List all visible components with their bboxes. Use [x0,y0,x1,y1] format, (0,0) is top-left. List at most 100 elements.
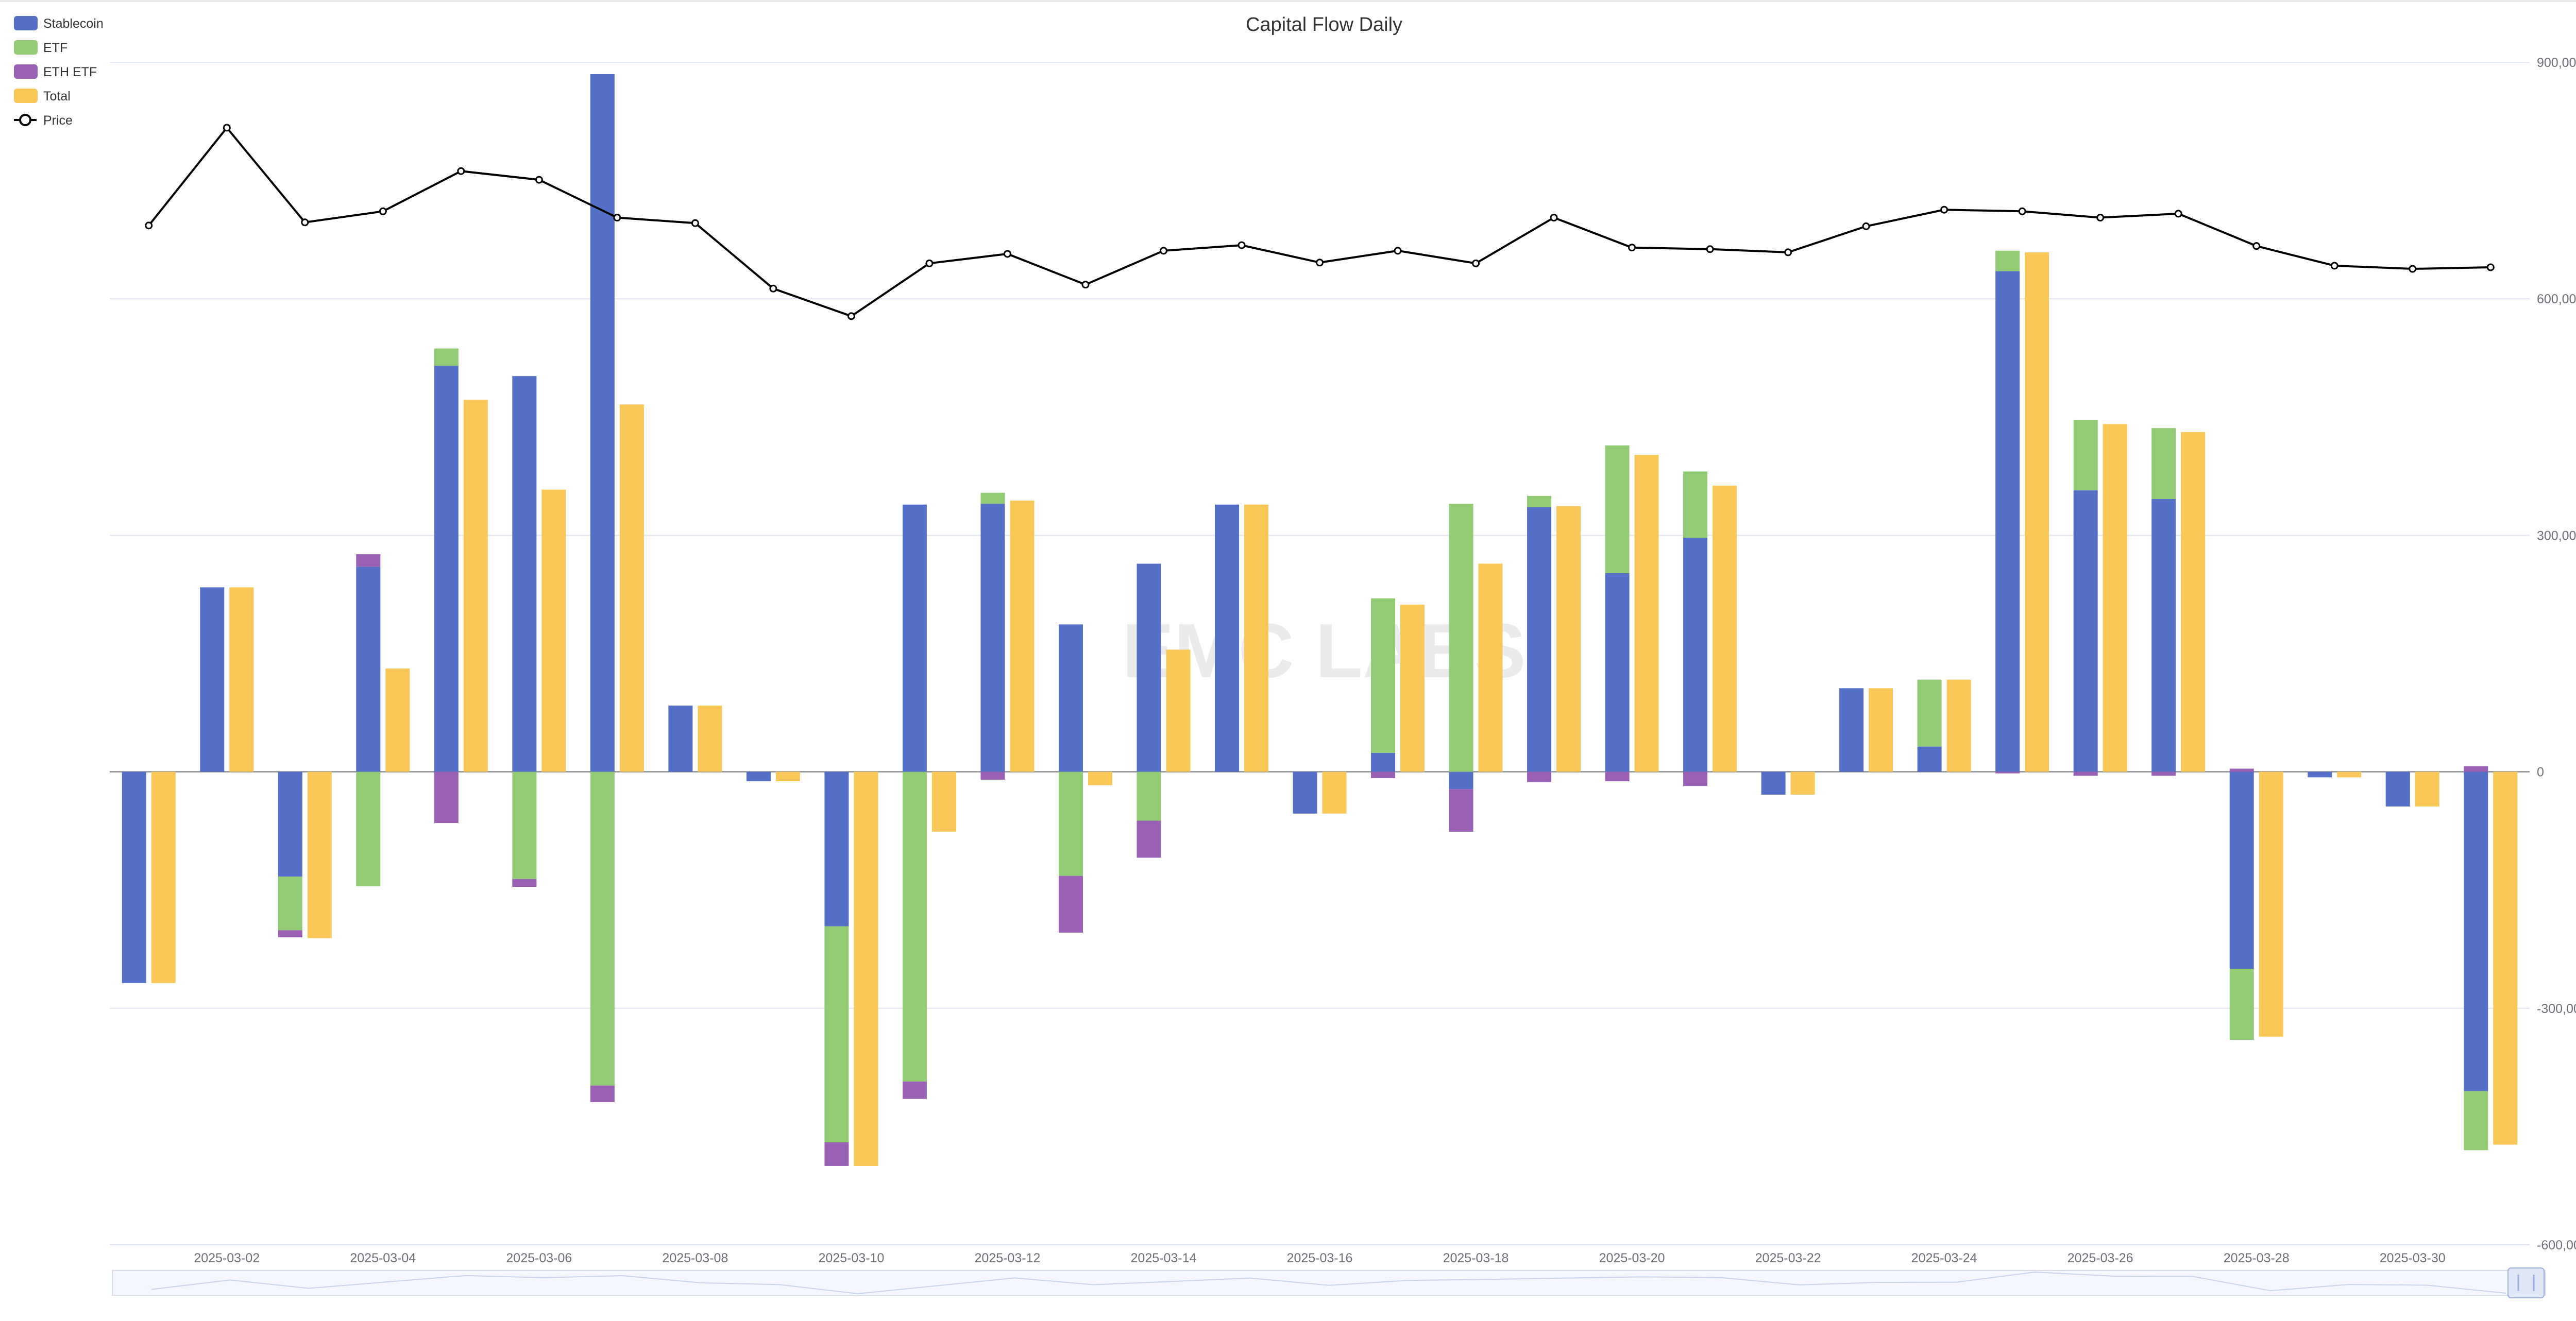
bar-total[interactable] [1166,649,1191,772]
price-point[interactable] [847,312,855,320]
bar-stablecoin[interactable] [2151,499,2176,772]
bar-stablecoin[interactable] [1449,771,1473,790]
bar-etf[interactable] [2464,1091,2488,1151]
bar-etf[interactable] [1605,445,1630,573]
legend-item-eth-etf[interactable]: ETH ETF [14,64,97,79]
bar-stablecoin[interactable] [590,74,615,772]
bar-etf[interactable] [2151,428,2176,499]
price-point[interactable] [1238,241,1246,249]
legend-item-price[interactable]: Price [14,113,73,128]
price-point[interactable] [535,176,543,184]
bar-etf[interactable] [2073,420,2098,491]
price-point[interactable] [1862,222,1870,230]
bar-eth-etf[interactable] [1449,789,1473,832]
bar-total[interactable] [931,771,956,832]
bar-eth-etf[interactable] [1683,771,1708,786]
price-point[interactable] [1081,281,1090,289]
bar-total[interactable] [1869,688,1893,772]
bar-total[interactable] [2259,771,2283,1037]
price-point[interactable] [691,219,699,227]
bar-total[interactable] [1244,504,1268,772]
price-point[interactable] [2409,265,2417,273]
bar-etf[interactable] [1683,471,1708,538]
price-point[interactable] [2174,210,2182,218]
bar-eth-etf[interactable] [590,1085,615,1102]
bar-stablecoin[interactable] [1527,507,1552,772]
bar-total[interactable] [385,668,410,772]
bar-eth-etf[interactable] [512,879,537,887]
bar-total[interactable] [2181,432,2206,772]
legend-item-stablecoin[interactable]: Stablecoin [14,16,104,31]
bar-stablecoin[interactable] [200,587,225,772]
price-point[interactable] [1706,245,1714,253]
bar-eth-etf[interactable] [1371,771,1396,778]
bar-eth-etf[interactable] [2229,768,2254,772]
bar-total[interactable] [1634,455,1659,772]
bar-eth-etf[interactable] [356,554,381,567]
bar-eth-etf[interactable] [2464,766,2488,772]
bar-stablecoin[interactable] [746,771,771,781]
bar-stablecoin[interactable] [2229,771,2254,969]
bar-eth-etf[interactable] [1995,771,2020,774]
bar-stablecoin[interactable] [1371,752,1396,772]
bar-stablecoin[interactable] [512,376,537,772]
bar-etf[interactable] [980,492,1005,504]
bar-etf[interactable] [1137,771,1161,821]
price-point[interactable] [2486,263,2495,271]
bar-eth-etf[interactable] [2151,771,2176,776]
bar-total[interactable] [619,404,644,772]
price-point[interactable] [1394,247,1402,255]
price-point[interactable] [2018,207,2026,215]
price-point[interactable] [2330,262,2338,270]
bar-stablecoin[interactable] [1605,573,1630,772]
legend-item-etf[interactable]: ETF [14,40,67,55]
bar-stablecoin[interactable] [668,706,693,772]
data-zoom-track[interactable] [112,1270,2546,1296]
bar-total[interactable] [1478,563,1503,772]
bar-eth-etf[interactable] [434,771,459,824]
bar-stablecoin[interactable] [2073,490,2098,772]
price-point[interactable] [301,218,309,227]
bar-etf[interactable] [1917,679,1942,747]
bar-total[interactable] [1713,485,1737,772]
data-zoom-slider[interactable] [112,1267,2546,1298]
bar-eth-etf[interactable] [902,1082,927,1099]
bar-eth-etf[interactable] [1527,771,1552,782]
bar-eth-etf[interactable] [980,771,1005,780]
bar-stablecoin[interactable] [2385,771,2410,807]
price-point[interactable] [1628,244,1636,252]
bar-stablecoin[interactable] [356,567,381,772]
bar-total[interactable] [2415,771,2439,807]
bar-total[interactable] [2493,771,2518,1145]
bar-total[interactable] [307,771,332,938]
bar-stablecoin[interactable] [122,771,146,983]
price-point[interactable] [379,207,387,215]
price-point[interactable] [2252,242,2261,250]
price-point[interactable] [1940,205,1948,214]
bar-stablecoin[interactable] [980,504,1005,772]
bar-total[interactable] [1088,771,1112,785]
legend-item-total[interactable]: Total [14,89,71,104]
bar-total[interactable] [1400,605,1425,772]
bar-etf[interactable] [356,771,381,886]
bar-total[interactable] [541,489,566,772]
bar-total[interactable] [1010,501,1035,772]
price-point[interactable] [925,259,934,267]
bar-total[interactable] [2025,252,2049,772]
bar-total[interactable] [229,587,254,772]
price-point[interactable] [1159,247,1167,255]
bar-eth-etf[interactable] [2073,771,2098,776]
price-point[interactable] [1003,250,1011,258]
price-point[interactable] [1550,214,1558,222]
price-point[interactable] [769,284,777,293]
bar-stablecoin[interactable] [824,771,849,927]
price-point[interactable] [613,214,621,222]
bar-eth-etf[interactable] [1058,876,1083,933]
bar-stablecoin[interactable] [902,504,927,772]
bar-eth-etf[interactable] [1137,820,1161,858]
price-point[interactable] [2096,214,2105,222]
bar-total[interactable] [854,771,878,1166]
bar-eth-etf[interactable] [1605,771,1630,781]
bar-total[interactable] [2337,771,2362,778]
bar-stablecoin[interactable] [1839,688,1864,772]
